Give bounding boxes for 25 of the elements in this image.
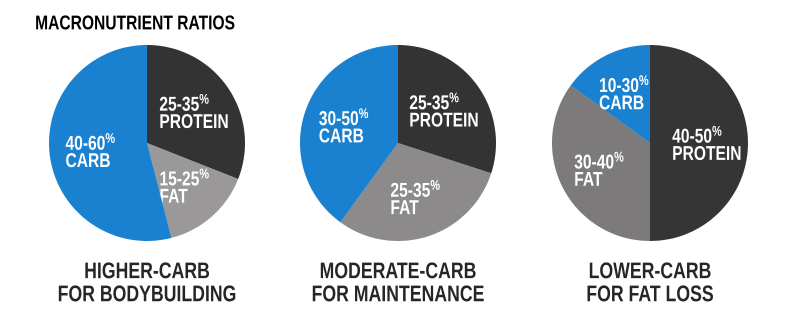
text: MACRONUTRIENT RATIOS [36, 15, 234, 30]
text: 25-35$^{%}$ [390, 180, 440, 197]
slice-label: PROTEIN [673, 146, 740, 160]
text: FOR FAT LOSS [588, 285, 713, 302]
text: 40-60$^{%}$ [66, 133, 115, 150]
text: 25-35$^{%}$ [160, 94, 209, 111]
text: 10-30$^{%}$ [600, 75, 648, 92]
slice-label: FAT [160, 188, 188, 203]
text: 30-40$^{%}$ [574, 152, 624, 169]
text: FOR MAINTENANCE [312, 285, 484, 302]
text: MODERATE-CARB [320, 262, 476, 278]
text: LOWER-CARB [590, 262, 711, 278]
slice-label: CARB [66, 153, 110, 168]
slice-label: FAT [391, 200, 419, 214]
text: 30-50$^{%}$ [319, 108, 368, 126]
slice-label: CARB [319, 128, 364, 143]
slice-label: PROTEIN [160, 114, 228, 128]
slice-label: PROTEIN [410, 112, 478, 127]
text: FOR BODYBUILDING [58, 285, 236, 302]
slice-label: CARB [600, 95, 644, 110]
text: 15-25$^{%}$ [160, 168, 209, 186]
text: 40-50$^{%}$ [672, 126, 722, 143]
slice-label: FAT [575, 172, 602, 186]
text: 25-35$^{%}$ [410, 92, 459, 110]
text: HIGHER-CARB [85, 262, 210, 278]
